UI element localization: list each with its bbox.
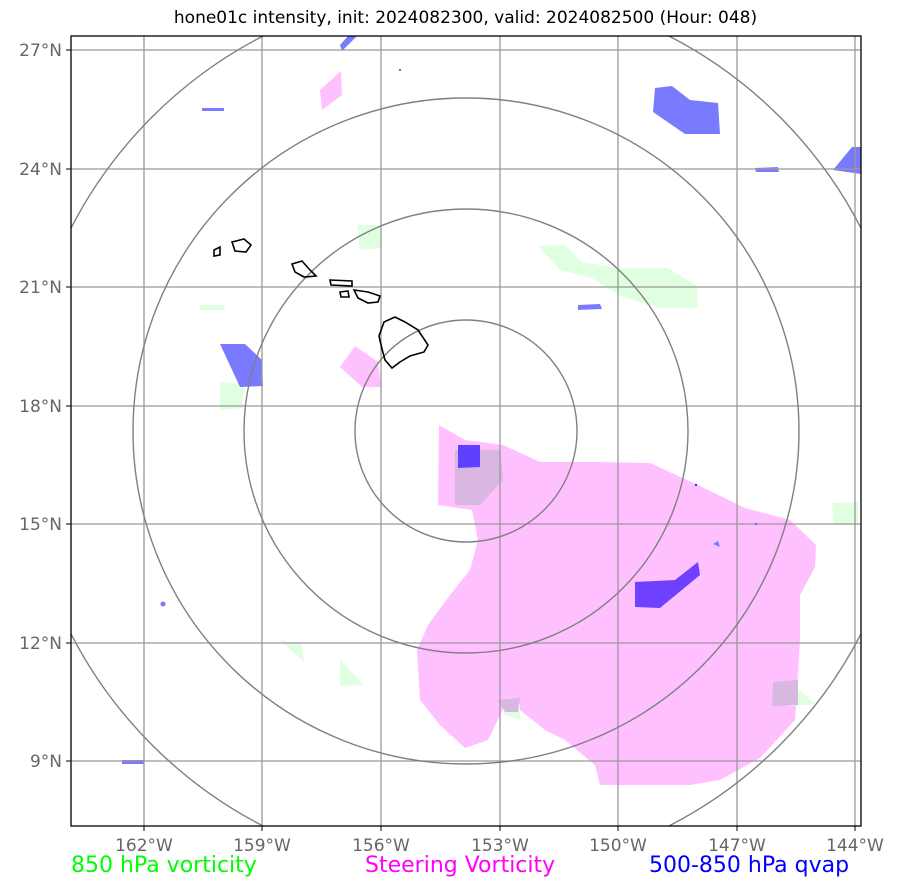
legend-850-vorticity: 850 hPa vorticity	[71, 853, 257, 878]
lon-label: 156°W	[352, 836, 410, 856]
steering-vorticity-main-region	[417, 425, 816, 785]
island-big-island	[378, 316, 429, 370]
lat-label: 27°N	[19, 41, 62, 61]
vorticity-patch-f	[340, 660, 364, 686]
lon-label: 159°W	[233, 836, 291, 856]
lon-label: 162°W	[115, 836, 173, 856]
overlap-patch-southeast	[772, 680, 798, 706]
longitude-labels: 162°W 159°W 156°W 153°W 150°W 147°W 144°…	[115, 836, 884, 856]
lat-label: 15°N	[19, 515, 62, 535]
steering-vorticity-layer	[320, 71, 816, 785]
tick-marks	[66, 49, 856, 831]
island-kauai	[230, 238, 253, 253]
qvap-dot-d	[399, 69, 401, 71]
map-frame	[70, 35, 862, 827]
lat-label: 12°N	[19, 634, 62, 654]
island-lanai	[339, 290, 350, 298]
lat-label: 21°N	[19, 278, 62, 298]
qvap-patch-west	[220, 344, 263, 387]
qvap-patch-dark-center	[458, 445, 480, 468]
qvap-patch-small-c	[202, 108, 224, 111]
lat-label: 18°N	[19, 397, 62, 417]
legend-steering-vorticity: Steering Vorticity	[365, 853, 556, 878]
qvap-patch-small-e	[713, 541, 720, 547]
legend-qvap: 500-850 hPa qvap	[649, 853, 850, 878]
lat-label: 24°N	[19, 160, 62, 180]
qvap-patch-far-east	[833, 147, 861, 174]
coastlines	[213, 238, 429, 370]
qvap-patch-north	[340, 36, 357, 51]
lon-label: 147°W	[708, 836, 766, 856]
qvap-patch-north-east	[653, 86, 720, 134]
distance-rings	[71, 36, 861, 826]
ring-2	[243, 208, 689, 654]
vorticity-patch-c	[200, 305, 225, 310]
qvap-dot-b	[694, 483, 698, 487]
vorticity-patch-b	[220, 382, 245, 410]
map-title: hone01c intensity, init: 2024082300, val…	[173, 8, 758, 28]
vorticity-patch-e	[280, 640, 304, 662]
steering-vorticity-patch-north	[340, 346, 381, 387]
vorticity-patch-a	[357, 225, 382, 250]
qvap-dot-a	[160, 601, 166, 607]
lon-label: 150°W	[589, 836, 647, 856]
lat-label: 9°N	[30, 752, 62, 772]
qvap-layer	[122, 36, 861, 764]
latitude-labels: 27°N 24°N 21°N 18°N 15°N 12°N 9°N	[19, 41, 62, 772]
lon-label: 144°W	[826, 836, 884, 856]
island-niihau	[213, 245, 221, 257]
qvap-patch-dark-southeast	[635, 562, 700, 608]
qvap-patch-small-a	[578, 304, 602, 310]
steering-vorticity-patch-northwest	[320, 71, 342, 110]
island-oahu	[290, 260, 318, 278]
island-molokai	[329, 279, 353, 287]
vorticity-patch-d	[832, 502, 858, 525]
island-maui	[352, 288, 382, 304]
ring-1	[354, 319, 578, 543]
ring-3	[132, 97, 800, 765]
overlap-patch-south	[498, 698, 520, 712]
gridlines	[71, 36, 861, 826]
lon-label: 153°W	[471, 836, 529, 856]
